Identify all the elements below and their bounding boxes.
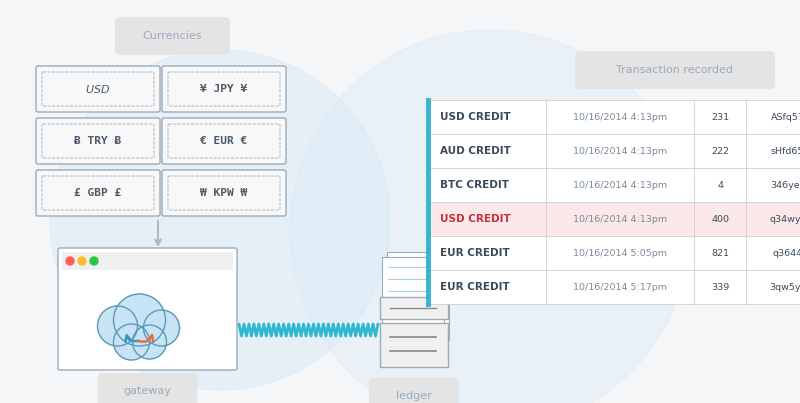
FancyBboxPatch shape [162,118,286,164]
FancyBboxPatch shape [115,17,230,55]
Circle shape [290,30,690,403]
Text: $ USD $: $ USD $ [86,83,110,95]
Text: 400: 400 [711,214,729,224]
FancyBboxPatch shape [36,118,160,164]
Bar [62,252,233,270]
Text: 10/16/2014 4:13pm: 10/16/2014 4:13pm [573,112,667,121]
Text: 10/16/2014 4:13pm: 10/16/2014 4:13pm [573,214,667,224]
Circle shape [90,257,98,265]
Text: 222: 222 [711,147,729,156]
Bar [387,252,449,340]
Text: EUR CREDIT: EUR CREDIT [440,282,510,292]
Bar [428,134,800,168]
Text: AUD CREDIT: AUD CREDIT [440,146,511,156]
Circle shape [133,325,166,359]
Circle shape [114,294,166,346]
Text: 346yerd3: 346yerd3 [770,181,800,189]
Text: Currencies: Currencies [142,31,202,41]
Bar [380,297,448,319]
FancyBboxPatch shape [58,248,237,370]
Text: € EUR €: € EUR € [200,136,248,146]
Circle shape [66,257,74,265]
Text: Transaction recorded: Transaction recorded [617,65,734,75]
Text: 821: 821 [711,249,729,258]
Circle shape [50,50,390,390]
Text: sHfd658u: sHfd658u [771,147,800,156]
Bar [382,257,444,345]
FancyBboxPatch shape [369,378,459,403]
Bar [428,270,800,304]
Text: 339: 339 [711,283,729,291]
Text: q364434: q364434 [772,249,800,258]
Text: gateway: gateway [123,386,171,396]
FancyBboxPatch shape [36,170,160,216]
Bar [428,236,800,270]
Text: Ƀ TRY Ƀ: Ƀ TRY Ƀ [74,136,122,146]
Circle shape [143,310,179,346]
Text: ₩ KPW ₩: ₩ KPW ₩ [200,188,248,198]
Bar [428,202,800,236]
Text: ledger: ledger [396,391,432,401]
Text: USD CREDIT: USD CREDIT [440,214,510,224]
FancyBboxPatch shape [162,66,286,112]
Circle shape [114,324,150,360]
Text: ASfq57ys: ASfq57ys [771,112,800,121]
Text: BTC CREDIT: BTC CREDIT [440,180,509,190]
FancyBboxPatch shape [162,170,286,216]
FancyBboxPatch shape [98,373,198,403]
Text: EUR CREDIT: EUR CREDIT [440,248,510,258]
FancyBboxPatch shape [575,51,775,89]
Bar [428,100,800,134]
Text: q34wy5es: q34wy5es [770,214,800,224]
Text: ¥ JPY ¥: ¥ JPY ¥ [200,84,248,94]
Text: 10/16/2014 4:13pm: 10/16/2014 4:13pm [573,181,667,189]
Text: 10/16/2014 5:05pm: 10/16/2014 5:05pm [573,249,667,258]
Circle shape [98,306,138,346]
Text: £ GBP £: £ GBP £ [74,188,122,198]
Text: 3qw5y4se: 3qw5y4se [770,283,800,291]
Text: 4: 4 [717,181,723,189]
Text: USD CREDIT: USD CREDIT [440,112,510,122]
Text: 231: 231 [711,112,729,121]
FancyBboxPatch shape [36,66,160,112]
Bar [380,323,448,367]
Circle shape [78,257,86,265]
Bar [428,168,800,202]
Text: 10/16/2014 4:13pm: 10/16/2014 4:13pm [573,147,667,156]
Text: 10/16/2014 5:17pm: 10/16/2014 5:17pm [573,283,667,291]
